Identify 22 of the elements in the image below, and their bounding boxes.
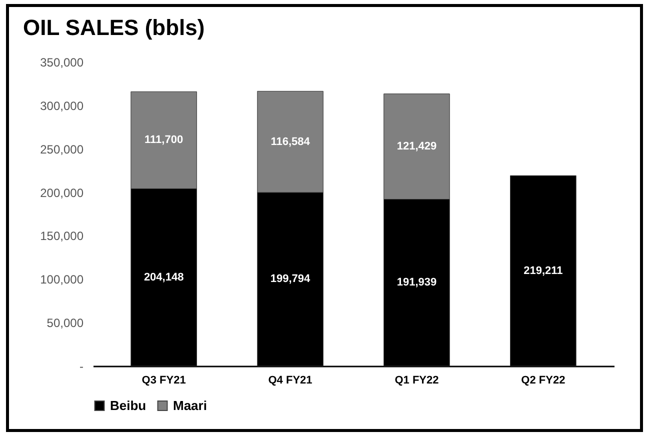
x-tick-label: Q3 FY21 <box>142 374 186 386</box>
y-tick-label: 350,000 <box>40 56 84 70</box>
data-label: 111,700 <box>144 134 184 146</box>
y-tick-label: 300,000 <box>40 98 84 113</box>
data-label: 219,211 <box>524 264 563 277</box>
chart-title: OIL SALES (bbls) <box>23 15 205 40</box>
y-tick-label: 150,000 <box>40 229 84 244</box>
y-tick-label: 200,000 <box>40 186 84 200</box>
data-label: 121,429 <box>396 140 437 153</box>
x-tick-label: Q2 FY22 <box>521 374 566 386</box>
y-tick-label: 100,000 <box>40 272 84 287</box>
data-label: 191,939 <box>396 276 437 289</box>
y-tick-label: - <box>80 360 84 374</box>
x-tick-label: Q4 FY21 <box>268 374 312 386</box>
legend-label: Beibu <box>110 398 146 413</box>
data-label: 204,148 <box>144 271 184 284</box>
legend-label: Maari <box>173 398 207 413</box>
x-tick-label: Q1 FY22 <box>394 374 439 386</box>
y-tick-label: 50,000 <box>46 316 84 330</box>
data-label: 199,794 <box>270 273 312 286</box>
data-label: 116,584 <box>270 136 311 148</box>
y-tick-label: 250,000 <box>40 142 84 156</box>
